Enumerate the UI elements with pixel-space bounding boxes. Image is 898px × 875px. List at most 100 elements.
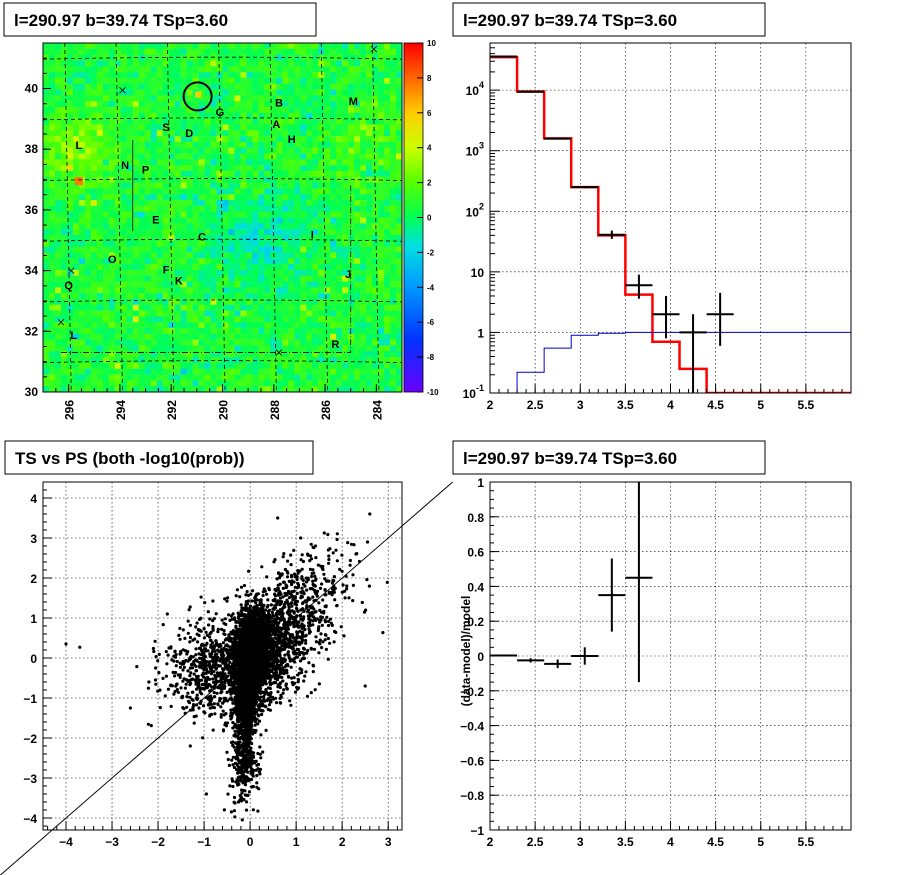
map-cell <box>288 159 295 166</box>
map-cell <box>324 124 331 131</box>
map-cell <box>246 246 253 253</box>
map-cell <box>222 252 229 259</box>
map-cell <box>300 386 307 392</box>
map-xtick-label: 294 <box>114 400 128 420</box>
map-cell <box>210 147 217 154</box>
map-cell <box>288 287 295 294</box>
map-cell <box>204 77 211 85</box>
map-cell <box>270 165 277 172</box>
map-cell <box>144 310 151 317</box>
map-cell <box>96 223 104 230</box>
map-cell <box>186 170 193 178</box>
map-cell <box>174 322 181 329</box>
map-cell <box>210 95 217 102</box>
map-cell <box>348 368 355 375</box>
map-cell <box>48 95 56 102</box>
map-cell <box>378 147 385 154</box>
map-cell <box>354 130 361 137</box>
map-cell <box>264 264 271 271</box>
spectrum-ytick-label: 10-1 <box>463 383 484 401</box>
map-cell <box>192 77 199 85</box>
map-cell <box>108 141 116 148</box>
map-cell <box>162 322 169 329</box>
map-cell <box>306 89 313 96</box>
map-cell <box>54 176 62 183</box>
map-cell <box>288 293 295 300</box>
map-cell <box>312 170 319 178</box>
map-cell <box>150 357 157 364</box>
map-cell <box>318 234 325 242</box>
map-cell <box>150 386 157 392</box>
map-cell <box>180 351 187 358</box>
map-cell <box>102 322 110 329</box>
map-cell <box>276 328 283 335</box>
map-cell <box>84 322 92 329</box>
map-cell <box>102 287 110 294</box>
map-cell <box>294 252 301 259</box>
map-cell <box>138 328 146 335</box>
map-cell <box>354 170 361 178</box>
map-cell <box>60 130 68 137</box>
map-cell <box>366 54 373 61</box>
map-cell <box>48 351 56 358</box>
map-cell <box>114 333 122 340</box>
map-cell <box>84 112 92 119</box>
map-cell <box>258 60 265 67</box>
map-cell <box>390 141 397 148</box>
map-cell <box>114 205 122 212</box>
map-hotspot <box>195 91 202 98</box>
map-cell <box>168 333 175 340</box>
map-cell <box>186 234 193 242</box>
map-cell <box>384 281 391 288</box>
map-cell <box>48 194 56 201</box>
map-cell <box>330 386 337 392</box>
map-cell <box>198 380 205 387</box>
map-cell <box>174 345 181 352</box>
map-cell <box>312 339 319 346</box>
map-cell <box>150 118 157 125</box>
map-cell <box>228 281 235 288</box>
map-cell <box>330 165 337 172</box>
map-cell <box>66 258 74 265</box>
map-cell <box>66 374 74 381</box>
map-cell <box>240 322 247 329</box>
map-cell <box>43 374 50 381</box>
map-cell <box>390 200 397 207</box>
map-cell <box>282 77 289 85</box>
map-cell <box>354 258 361 265</box>
residual-title-box: l=290.97 b=39.74 TSp=3.60 <box>452 440 766 475</box>
map-cell <box>372 269 379 276</box>
map-cell <box>126 223 134 230</box>
map-cell <box>330 258 337 265</box>
map-cell <box>150 83 157 90</box>
map-cell <box>318 112 325 119</box>
map-cell <box>102 380 110 387</box>
map-cell <box>396 357 402 364</box>
map-cell <box>186 95 193 102</box>
map-cell <box>66 60 74 67</box>
map-cell <box>108 170 116 178</box>
map-cell <box>144 368 151 375</box>
map-cell <box>174 66 181 73</box>
map-cell <box>396 293 402 300</box>
map-cell <box>342 316 349 323</box>
map-cell <box>240 252 247 259</box>
map-cell <box>72 48 80 55</box>
map-cell <box>240 275 247 282</box>
map-cell <box>354 83 361 90</box>
map-cell <box>186 124 193 131</box>
spectrum-xtick-label: 5 <box>757 398 764 412</box>
map-cell <box>360 333 367 340</box>
map-cell <box>234 229 241 236</box>
map-cell <box>372 72 379 79</box>
map-cell <box>138 194 146 201</box>
map-cell <box>234 217 241 224</box>
map-cell <box>108 217 116 224</box>
map-cell <box>126 77 134 85</box>
map-cell <box>252 229 259 236</box>
map-cell <box>360 316 367 323</box>
map-cell <box>312 48 319 55</box>
map-cell <box>222 339 229 346</box>
map-cell <box>396 223 402 230</box>
map-cell <box>276 141 283 148</box>
